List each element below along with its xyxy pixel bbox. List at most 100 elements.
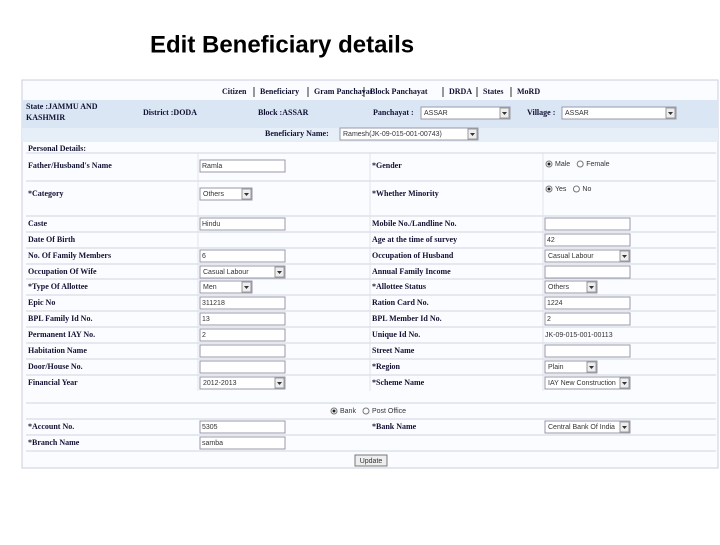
select-box[interactable] (199, 187, 253, 201)
field-label: Habitation Name (28, 346, 87, 355)
input-value: 13 (202, 316, 210, 323)
select-box[interactable] (199, 280, 253, 294)
input-value: samba (202, 440, 223, 447)
text-input[interactable] (199, 217, 286, 231)
block: Block :ASSAR (258, 108, 309, 117)
text-input[interactable] (544, 217, 631, 231)
nav-link[interactable]: Gram Panchayat (314, 87, 373, 96)
arrow-icon (622, 426, 627, 429)
nav-link[interactable]: DRDA (449, 87, 472, 96)
field-label: No. Of Family Members (28, 251, 111, 260)
select-value: Ramesh(JK-09-015-001-00743) (343, 131, 442, 138)
radio[interactable] (576, 160, 584, 168)
field-label: Door/House No. (28, 362, 83, 371)
radio-dot (332, 409, 336, 413)
field-label: *Type Of Allottee (28, 282, 88, 291)
nav-link[interactable]: Block Panchayat (370, 87, 428, 96)
input-value: 6 (202, 253, 206, 260)
arrow-icon (244, 193, 249, 196)
state: State :JAMMU AND (26, 102, 98, 111)
section-title: Personal Details: (28, 144, 86, 153)
text-input[interactable] (544, 265, 631, 279)
text-input[interactable] (199, 360, 286, 374)
radio-label: Bank (340, 408, 356, 415)
text-input[interactable] (199, 249, 286, 263)
text-input[interactable] (199, 328, 286, 342)
radio[interactable] (362, 407, 370, 415)
nav-link[interactable]: MoRD (517, 87, 540, 96)
nav-link[interactable]: States (483, 87, 503, 96)
text-input[interactable] (199, 420, 286, 434)
arrow-icon (622, 255, 627, 258)
field-label: BPL Member Id No. (372, 314, 442, 323)
arrow-icon (277, 271, 282, 274)
field-label: Financial Year (28, 378, 78, 387)
select-box[interactable] (544, 376, 631, 390)
field-label: *Branch Name (28, 438, 80, 447)
select-value: Others (203, 191, 225, 198)
input-value: 311218 (202, 300, 225, 307)
select-box[interactable] (199, 265, 286, 279)
radio-dot (547, 162, 551, 166)
select-box[interactable] (561, 106, 677, 120)
panchayat-label: Panchayat : (373, 108, 414, 117)
field-label: Permanent IAY No. (28, 330, 95, 339)
select-box[interactable] (544, 420, 631, 434)
arrow-icon (589, 286, 594, 289)
select-box[interactable] (199, 376, 286, 390)
field-label: Ration Card No. (372, 298, 429, 307)
village-label: Village : (527, 108, 555, 117)
select-value: Men (203, 284, 217, 291)
text-input[interactable] (199, 159, 286, 173)
field-label: *Whether Minority (372, 189, 439, 198)
input-value: 5305 (202, 424, 218, 431)
update-label[interactable]: Update (360, 458, 383, 465)
field-label: BPL Family Id No. (28, 314, 92, 323)
text-input[interactable] (199, 436, 286, 450)
text-input[interactable] (544, 233, 631, 247)
input-value: 42 (547, 237, 555, 244)
field-label: Annual Family Income (372, 267, 451, 276)
select-value: Central Bank Of India (548, 424, 615, 431)
select-box[interactable] (544, 360, 598, 374)
field-label: Occupation Of Wife (28, 267, 97, 276)
field-label: Mobile No./Landline No. (372, 219, 456, 228)
nav-link[interactable]: Citizen (222, 87, 247, 96)
input-value: Hindu (202, 221, 220, 228)
text-input[interactable] (199, 344, 286, 358)
field-label: *Bank Name (372, 422, 417, 431)
select-value: 2012-2013 (203, 380, 237, 387)
field-label: Unique Id No. (372, 330, 420, 339)
radio[interactable] (572, 185, 580, 193)
arrow-icon (470, 133, 475, 136)
field-label: Epic No (28, 298, 55, 307)
arrow-icon (589, 366, 594, 369)
text-input[interactable] (199, 312, 286, 326)
state-cont: KASHMIR (26, 113, 65, 122)
radio-label: Female (586, 161, 609, 168)
select-box[interactable] (339, 127, 479, 141)
select-value: ASSAR (565, 110, 589, 117)
field-label: *Allottee Status (372, 282, 426, 291)
select-box[interactable] (544, 249, 631, 263)
select-box[interactable] (420, 106, 511, 120)
radio-dot (547, 187, 551, 191)
text-input[interactable] (544, 312, 631, 326)
text-input[interactable] (199, 296, 286, 310)
nav-link[interactable]: Beneficiary (260, 87, 299, 96)
select-box[interactable] (544, 280, 598, 294)
arrow-icon (622, 382, 627, 385)
beneficiary-label: Beneficiary Name: (265, 129, 329, 138)
select-value: ASSAR (424, 110, 448, 117)
field-label: *Scheme Name (372, 378, 425, 387)
field-label: Age at the time of survey (372, 235, 457, 244)
page-title: Edit Beneficiary details (150, 31, 414, 58)
text-input[interactable] (544, 296, 631, 310)
text-input[interactable] (544, 344, 631, 358)
field-label: Occupation of Husband (372, 251, 454, 260)
input-value: 1224 (547, 300, 563, 307)
update-button[interactable] (354, 454, 388, 467)
radio-label: Post Office (372, 408, 406, 415)
field-label: Father/Husband's Name (28, 161, 112, 170)
select-value: Casual Labour (548, 253, 594, 260)
